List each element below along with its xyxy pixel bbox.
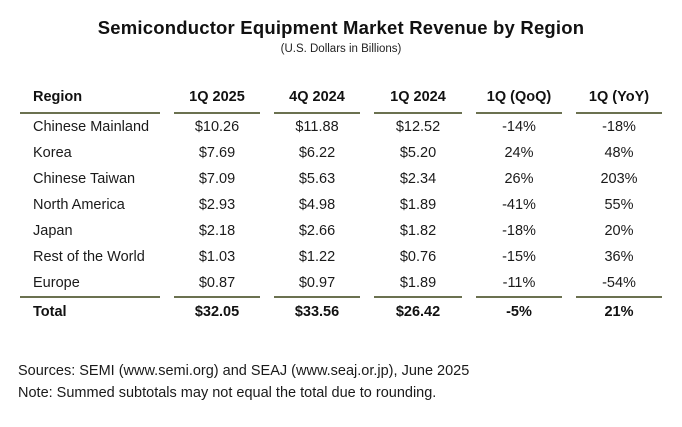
value-cell: $11.88 [295, 119, 339, 135]
table-row-europe: Europe $0.87 $0.97 $1.89 -11% -54% [20, 270, 662, 298]
region-cell: North America [33, 197, 125, 213]
region-cell: Chinese Taiwan [33, 171, 136, 187]
value-cell: -54% [576, 270, 662, 298]
region-cell: Europe [20, 270, 160, 298]
value-cell: 203% [600, 171, 638, 187]
table-row-japan: Japan $2.18 $2.66 $1.82 -18% 20% [20, 218, 662, 244]
total-value-cell: $33.56 [294, 304, 340, 320]
value-cell: $4.98 [298, 197, 336, 213]
region-cell: Chinese Mainland [33, 119, 150, 135]
value-cell: -14% [502, 119, 536, 135]
total-value-cell: 21% [604, 304, 634, 320]
value-cell: -18% [502, 223, 536, 239]
value-cell: $2.34 [399, 171, 437, 187]
value-cell: -18% [602, 119, 636, 135]
value-cell: $6.22 [298, 145, 336, 161]
value-cell: $1.89 [399, 197, 437, 213]
total-label-cell: Total [33, 304, 67, 320]
value-cell: $0.97 [274, 270, 360, 298]
value-cell: -11% [476, 270, 562, 298]
page-subtitle: (U.S. Dollars in Billions) [280, 43, 402, 55]
value-cell: $2.66 [298, 223, 336, 239]
footer-sources: Sources: SEMI (www.semi.org) and SEAJ (w… [18, 363, 470, 379]
column-header-4q-2024: 4Q 2024 [274, 65, 360, 114]
table-row-north-america: North America $2.93 $4.98 $1.89 -41% 55% [20, 192, 662, 218]
value-cell: $5.20 [399, 145, 437, 161]
column-header-qoq: 1Q (QoQ) [476, 65, 562, 114]
column-header-1q-2025: 1Q 2025 [174, 65, 260, 114]
value-cell: $2.18 [198, 223, 236, 239]
table-row-total: Total $32.05 $33.56 $26.42 -5% 21% [20, 298, 662, 327]
value-cell: 48% [604, 145, 634, 161]
table-row-korea: Korea $7.69 $6.22 $5.20 24% 48% [20, 140, 662, 166]
footer: Sources: SEMI (www.semi.org) and SEAJ (w… [18, 360, 469, 404]
value-cell: 24% [504, 145, 534, 161]
region-cell: Korea [33, 145, 72, 161]
value-cell: $12.52 [395, 119, 441, 135]
value-cell: 20% [604, 223, 634, 239]
value-cell: $1.89 [374, 270, 462, 298]
value-cell: $10.26 [194, 119, 240, 135]
value-cell: 55% [604, 197, 634, 213]
value-cell: $1.82 [399, 223, 437, 239]
footer-note: Note: Summed subtotals may not equal the… [18, 385, 437, 401]
total-value-cell: $26.42 [395, 304, 441, 320]
value-cell: $7.69 [198, 145, 236, 161]
table-row-rest-of-world: Rest of the World $1.03 $1.22 $0.76 -15%… [20, 244, 662, 270]
value-cell: $0.76 [399, 249, 437, 265]
value-cell: $2.93 [198, 197, 236, 213]
value-cell: $5.63 [298, 171, 336, 187]
region-cell: Rest of the World [33, 249, 145, 265]
table-row-chinese-mainland: Chinese Mainland $10.26 $11.88 $12.52 -1… [20, 114, 662, 140]
page: { "title": "Semiconductor Equipment Mark… [0, 17, 682, 427]
value-cell: $1.22 [298, 249, 336, 265]
value-cell: $1.03 [198, 249, 236, 265]
value-cell: $0.87 [174, 270, 260, 298]
total-value-cell: $32.05 [194, 304, 240, 320]
table-row-chinese-taiwan: Chinese Taiwan $7.09 $5.63 $2.34 26% 203… [20, 166, 662, 192]
value-cell: 36% [604, 249, 634, 265]
revenue-table: Region 1Q 2025 4Q 2024 1Q 2024 1Q (QoQ) … [6, 65, 676, 327]
column-header-yoy: 1Q (YoY) [576, 65, 662, 114]
value-cell: -41% [502, 197, 536, 213]
page-title: Semiconductor Equipment Market Revenue b… [97, 17, 585, 38]
region-cell: Japan [33, 223, 73, 239]
value-cell: 26% [504, 171, 534, 187]
value-cell: -15% [502, 249, 536, 265]
column-header-1q-2024: 1Q 2024 [374, 65, 462, 114]
value-cell: $7.09 [198, 171, 236, 187]
total-value-cell: -5% [506, 304, 532, 320]
table-header-row: Region 1Q 2025 4Q 2024 1Q 2024 1Q (QoQ) … [20, 65, 662, 114]
column-header-region: Region [20, 65, 160, 114]
